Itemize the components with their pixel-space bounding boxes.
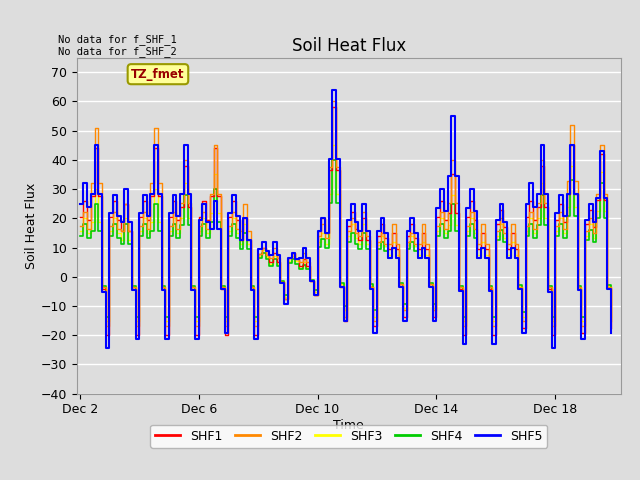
SHF3 — [462, 228, 470, 234]
SHF5 — [518, 330, 526, 336]
SHF5 — [117, 219, 125, 225]
SHF4 — [511, 255, 518, 261]
Line: SHF2: SHF2 — [80, 101, 611, 326]
SHF3 — [607, 314, 615, 320]
SHF1 — [462, 215, 470, 220]
Line: SHF3: SHF3 — [80, 145, 611, 322]
SHF3 — [518, 314, 526, 320]
SHF1 — [157, 287, 165, 292]
SHF1 — [518, 325, 526, 331]
SHF1 — [117, 228, 125, 234]
SHF2 — [243, 228, 251, 234]
SHF4 — [243, 246, 251, 252]
SHF5 — [157, 288, 165, 293]
SHF2 — [117, 228, 125, 234]
X-axis label: Time: Time — [333, 419, 364, 432]
Line: SHF4: SHF4 — [80, 160, 611, 317]
SHF5 — [328, 87, 336, 93]
SHF1 — [243, 237, 251, 243]
SHF5 — [76, 201, 84, 206]
SHF5 — [462, 205, 470, 211]
SHF4 — [102, 314, 109, 320]
SHF4 — [76, 233, 84, 239]
SHF4 — [462, 233, 470, 239]
SHF2 — [328, 98, 336, 104]
SHF3 — [102, 319, 109, 324]
SHF1 — [76, 215, 84, 220]
SHF2 — [511, 241, 518, 247]
SHF2 — [76, 224, 84, 229]
SHF3 — [328, 143, 336, 148]
Legend: SHF1, SHF2, SHF3, SHF4, SHF5: SHF1, SHF2, SHF3, SHF4, SHF5 — [150, 425, 547, 448]
Title: Soil Heat Flux: Soil Heat Flux — [292, 36, 406, 55]
SHF3 — [117, 237, 125, 243]
SHF2 — [607, 319, 615, 324]
Text: No data for f_SHF_1
No data for f_SHF_2: No data for f_SHF_1 No data for f_SHF_2 — [58, 34, 177, 57]
Y-axis label: Soil Heat Flux: Soil Heat Flux — [25, 182, 38, 269]
SHF2 — [462, 224, 470, 229]
SHF3 — [157, 284, 165, 289]
SHF4 — [607, 310, 615, 315]
SHF1 — [102, 332, 109, 337]
Line: SHF1: SHF1 — [80, 107, 611, 335]
Text: TZ_fmet: TZ_fmet — [131, 68, 185, 81]
SHF4 — [328, 157, 336, 163]
SHF2 — [102, 323, 109, 329]
SHF2 — [157, 285, 165, 290]
SHF3 — [76, 228, 84, 234]
SHF2 — [518, 319, 526, 324]
SHF5 — [102, 345, 109, 351]
SHF1 — [607, 325, 615, 331]
SHF4 — [157, 283, 165, 288]
SHF1 — [511, 246, 518, 252]
SHF5 — [511, 255, 518, 261]
SHF3 — [511, 252, 518, 258]
SHF4 — [117, 241, 125, 247]
Line: SHF5: SHF5 — [80, 90, 611, 348]
SHF4 — [518, 310, 526, 315]
SHF5 — [243, 237, 251, 243]
SHF3 — [243, 241, 251, 247]
SHF5 — [607, 330, 615, 336]
SHF1 — [328, 104, 336, 110]
